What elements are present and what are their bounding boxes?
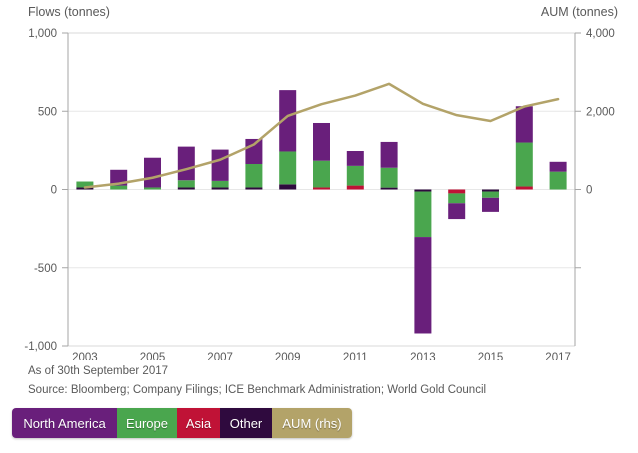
bar-segment-asia-2010[interactable] [313, 187, 330, 190]
bar-segment-north-america-2006[interactable] [177, 146, 195, 181]
x-axis-tick-label: 2011 [343, 352, 368, 360]
x-axis-tick-label: 2017 [545, 352, 571, 360]
bar-segment-asia-2011[interactable] [346, 185, 364, 190]
as-of-note: As of 30th September 2017 [28, 365, 169, 377]
bar-segment-north-america-2014[interactable] [448, 203, 466, 220]
x-axis-tick-label: 2009 [275, 352, 301, 360]
bar-segment-europe-2007[interactable] [211, 180, 229, 188]
bar-segment-north-america-2009[interactable] [279, 90, 297, 152]
y-axis-left-tick-label: -1,000 [24, 341, 57, 353]
bar-segment-north-america-2010[interactable] [313, 122, 330, 161]
y-axis-left-tick-label: 0 [51, 185, 57, 197]
bar-segment-other-2015[interactable] [482, 189, 499, 192]
bar-segment-europe-2017[interactable] [549, 171, 567, 190]
source-note: Source: Bloomberg; Company Filings; ICE … [28, 384, 487, 396]
legend-item-north-america[interactable]: North America [12, 408, 117, 438]
bar-segment-other-2007[interactable] [211, 187, 229, 190]
bar-segment-north-america-2011[interactable] [346, 151, 364, 166]
bar-segment-north-america-2007[interactable] [211, 149, 229, 181]
legend-item-aum[interactable]: AUM (rhs) [272, 408, 352, 438]
bar-segment-other-2008[interactable] [245, 187, 263, 190]
bar-segment-europe-2011[interactable] [346, 165, 364, 186]
bar-segment-north-america-2017[interactable] [549, 161, 567, 172]
bar-segment-asia-2014[interactable] [448, 189, 466, 194]
bar-segment-europe-2014[interactable] [448, 193, 466, 204]
bar-segment-other-2006[interactable] [177, 187, 195, 190]
bar-segment-other-2013[interactable] [414, 189, 432, 192]
y-axis-left-tick-label: -500 [34, 263, 57, 275]
bar-segment-north-america-2016[interactable] [515, 106, 533, 143]
bar-segment-europe-2015[interactable] [482, 191, 499, 198]
bar-segment-other-2012[interactable] [380, 187, 398, 190]
bar-segment-europe-2012[interactable] [380, 167, 398, 188]
y-axis-left-tick-label: 1,000 [28, 28, 57, 40]
bar-segment-europe-2005[interactable] [144, 187, 161, 190]
y-axis-right-tick-label: 2,000 [586, 106, 615, 118]
legend: North America Europe Asia Other AUM (rhs… [12, 408, 352, 438]
bar-segment-europe-2016[interactable] [515, 142, 533, 187]
x-axis-tick-label: 2007 [207, 352, 233, 360]
bar-segment-europe-2004[interactable] [110, 185, 128, 190]
y-axis-left-tick-label: 500 [38, 106, 57, 118]
bar-segment-europe-2009[interactable] [279, 151, 297, 185]
flows-aum-chart: 1,000 500 0 -500 -1,000 4,000 2,000 0 2003 2005 20… [24, 28, 615, 360]
legend-item-europe[interactable]: Europe [117, 408, 177, 438]
aum-line[interactable] [83, 82, 560, 189]
bar-segment-north-america-2005[interactable] [144, 157, 161, 188]
legend-item-asia[interactable]: Asia [177, 408, 220, 438]
bar-segment-north-america-2012[interactable] [380, 141, 398, 168]
bar-segment-europe-2010[interactable] [313, 160, 330, 188]
bar-segment-europe-2008[interactable] [245, 163, 263, 188]
bar-segment-asia-2016[interactable] [515, 186, 533, 190]
bar-segment-north-america-2013[interactable] [414, 237, 432, 334]
x-axis-tick-label: 2003 [72, 352, 98, 360]
y-axis-right-tick-label: 4,000 [586, 28, 615, 40]
x-axis-tick-label: 2015 [478, 352, 504, 360]
bar-segment-other-2009[interactable] [279, 184, 297, 190]
x-axis-tick-label: 2013 [410, 352, 436, 360]
legend-item-other[interactable]: Other [220, 408, 272, 438]
bar-segment-north-america-2015[interactable] [482, 197, 499, 212]
left-axis-title: Flows (tonnes) [28, 5, 110, 19]
bar-segment-europe-2003[interactable] [76, 181, 94, 188]
bar-segment-europe-2013[interactable] [414, 191, 432, 238]
bar-segment-north-america-2008[interactable] [245, 138, 263, 164]
y-axis-right-tick-label: 0 [586, 185, 592, 197]
x-axis-tick-label: 2005 [140, 352, 166, 360]
right-axis-title: AUM (tonnes) [540, 5, 618, 19]
bar-segment-europe-2006[interactable] [177, 180, 195, 188]
